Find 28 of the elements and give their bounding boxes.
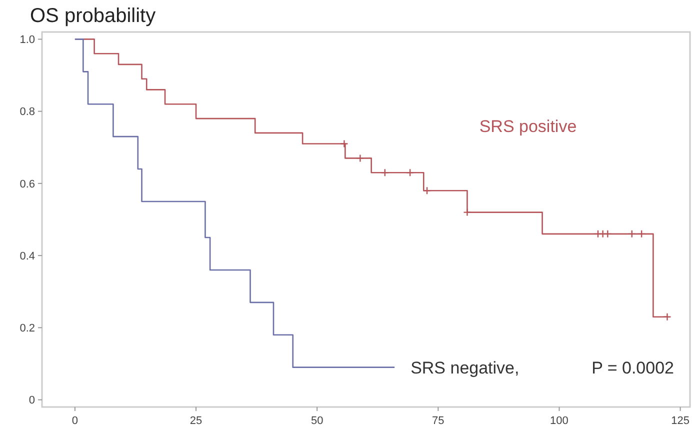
point (463, 208, 472, 216)
text: SRS positive (479, 116, 577, 136)
y-tick-label: 0.4 (20, 250, 35, 262)
series-label: SRS negative, (410, 358, 520, 378)
point (340, 140, 348, 148)
point (422, 186, 432, 195)
y-tick-label: 0.6 (20, 178, 35, 190)
point (356, 154, 364, 162)
annotation: P = 0.0002 (592, 358, 674, 378)
point (663, 312, 672, 321)
x-tick-label: 25 (190, 415, 202, 427)
x-tick-label: 50 (310, 415, 324, 427)
chart-title: OS probability (30, 5, 156, 27)
point (637, 230, 646, 238)
y-tick-label: 1.0 (20, 34, 35, 46)
x-tick-label: 0 (72, 415, 78, 427)
point (406, 168, 414, 177)
point (594, 230, 602, 238)
x-tick-label: 100 (550, 415, 568, 427)
y-tick-label: 0 (28, 394, 35, 407)
x-tick-label: 125 (671, 415, 690, 427)
point (604, 230, 612, 238)
point (380, 168, 389, 177)
y-tick-label: 0.8 (20, 106, 35, 118)
point (628, 230, 636, 238)
x-tick-label: 75 (432, 415, 444, 427)
y-tick-label: 0.2 (20, 322, 35, 335)
point (598, 230, 607, 238)
